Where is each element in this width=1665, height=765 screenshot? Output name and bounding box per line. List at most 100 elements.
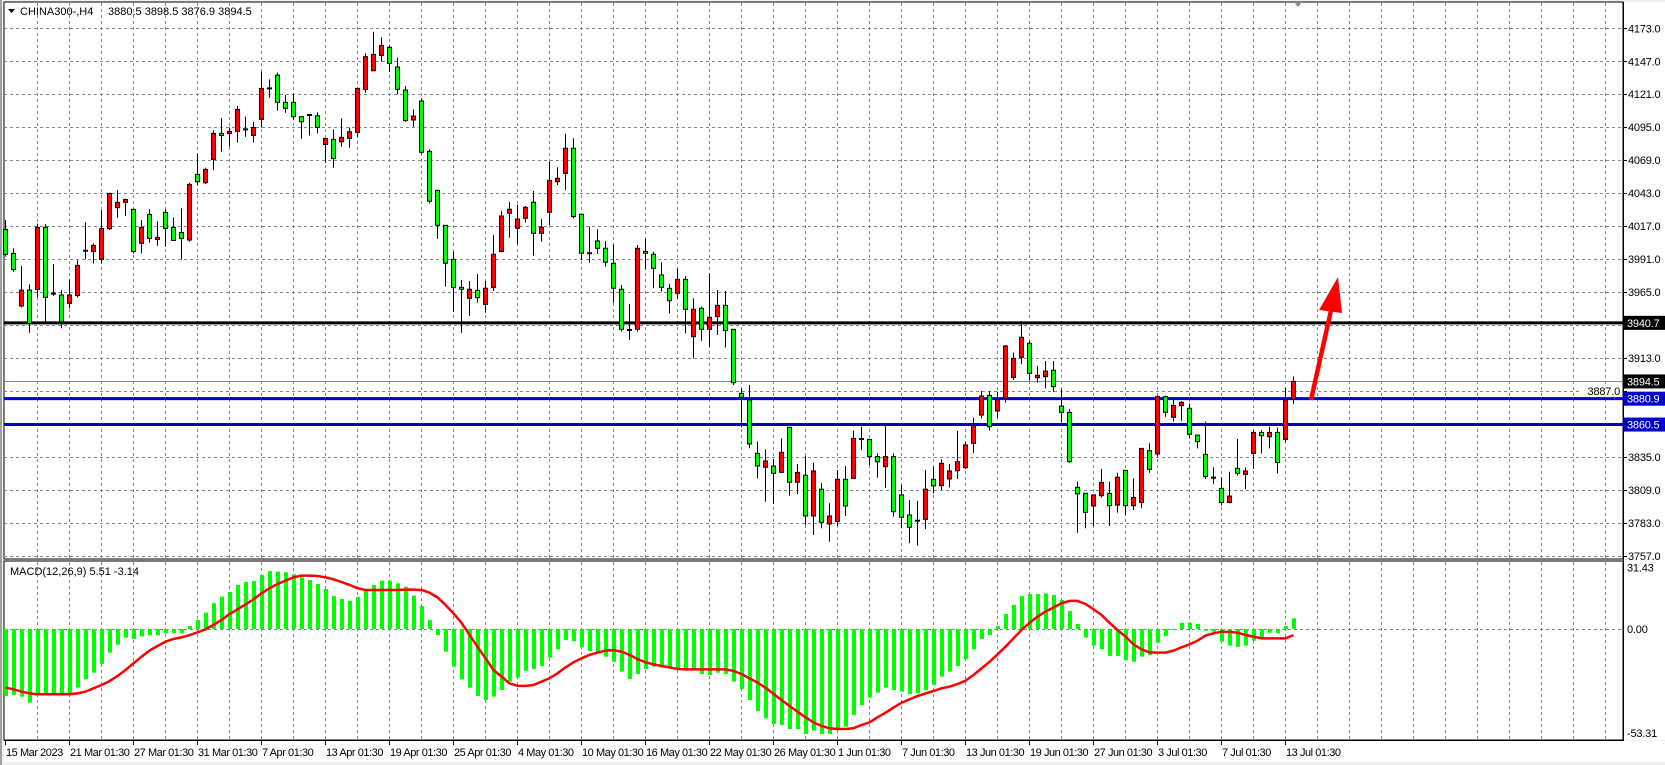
candle-body [843,478,848,507]
candle [1179,400,1184,421]
time-tick-label: 19 Jun 01:30 [1030,747,1089,759]
macd-histogram-bar [692,629,696,670]
candle-body [531,201,536,234]
time-tick-label: 4 May 01:30 [518,747,574,759]
candle [907,499,912,544]
price-tick-label: 4069.0 [1628,155,1661,167]
candle [403,86,408,122]
candle-body [435,189,440,226]
candle [371,31,376,72]
candle [619,284,624,332]
price-tick-label: 3835.0 [1628,452,1661,464]
chart-shift-marker-icon[interactable] [1294,2,1302,7]
candle-body [899,494,904,518]
candle [547,161,552,225]
candle [739,388,744,428]
candle [787,426,792,496]
candle-body [1003,345,1008,399]
bid-price-label-box [1624,374,1665,389]
macd-histogram-bar [388,580,392,629]
candle [211,130,216,171]
candle [755,441,760,479]
macd-histogram-bar [820,629,824,734]
macd-histogram-bar [916,629,920,694]
price-axis[interactable] [1623,2,1665,740]
candle [531,190,536,256]
candle [1019,320,1024,365]
price-tick-label: 4121.0 [1628,89,1661,101]
macd-histogram-bar [468,629,472,688]
candle [1171,399,1176,422]
candle-body [595,240,600,249]
macd-histogram-bar [1100,629,1104,650]
macd-histogram-bar [476,629,480,697]
macd-histogram-bar [484,629,488,700]
candle-body [907,514,912,528]
candle [603,240,608,267]
macd-histogram-bar [1188,622,1192,629]
triangle-down-icon[interactable] [8,9,15,13]
candle-body [971,425,976,444]
candle [91,243,96,264]
macd-histogram-bar [580,629,584,648]
candle [75,260,80,298]
candle-body [947,470,952,480]
time-tick-label: 7 Jul 01:30 [1222,747,1271,759]
candle-body [1115,476,1120,506]
macd-histogram-bar [1228,629,1232,646]
arrow-shaft[interactable] [1308,305,1335,401]
macd-histogram-bar [36,629,40,694]
candle [819,483,824,529]
candle [115,190,120,218]
time-axis[interactable] [4,741,1665,762]
candle-body [1099,481,1104,497]
price-tick-label: 3783.0 [1628,518,1661,530]
macd-histogram-bar [876,629,880,693]
price-tick-label: 4095.0 [1628,122,1661,134]
candle [795,463,800,495]
macd-histogram-bar [772,629,776,724]
candle-body [1267,431,1272,438]
candle-body [795,471,800,483]
level-price-label-box [1624,391,1665,406]
candle-body [355,87,360,133]
candle-body [259,87,264,120]
macd-indicator [4,571,1296,734]
candle-body [747,399,752,445]
macd-histogram-bar [308,580,312,629]
candle-body [1011,357,1016,378]
candle [1059,389,1064,423]
macd-histogram-bar [1204,629,1208,631]
up-arrow-annotation[interactable] [1308,277,1342,401]
horizontal-levels[interactable] [4,321,1623,427]
macd-histogram-bar [1140,629,1144,657]
macd-histogram-bar [1004,613,1008,629]
candle-body [11,252,16,270]
candle [1067,408,1072,463]
arrow-head-icon[interactable] [1319,277,1342,313]
candle-body [123,198,128,203]
candle [923,469,928,529]
candle-body [155,236,160,240]
candle [747,384,752,449]
candle-body [1195,434,1200,443]
candle [307,114,312,136]
candle-body [579,213,584,254]
macd-histogram-bar [300,577,304,629]
candle-body [1251,431,1256,454]
price-tick-label: 4173.0 [1628,23,1661,35]
candle-body [819,488,824,523]
macd-histogram-bar [1116,629,1120,656]
macd-histogram-bar [812,629,816,731]
candle [563,133,568,190]
candle [995,391,1000,418]
macd-histogram-bar [60,629,64,694]
level-price-label-box [1624,315,1665,330]
candle-body [411,115,416,121]
candle-body [723,304,728,332]
candle-body [291,101,296,118]
candle [811,462,816,535]
candle [699,306,704,341]
candle [1003,345,1008,403]
